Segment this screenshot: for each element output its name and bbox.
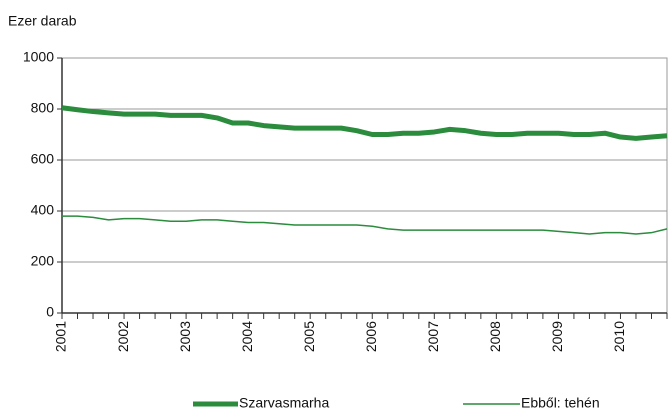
x-tick-label: 2004 (239, 321, 255, 352)
x-tick-label: 2007 (425, 321, 441, 352)
x-tick-label: 2009 (549, 321, 565, 352)
series-line (62, 215, 668, 235)
y-tick-label: 400 (31, 202, 55, 218)
plot-area (61, 57, 668, 314)
y-tick-label: 1000 (23, 49, 54, 65)
y-tick-label: 0 (46, 304, 54, 320)
x-tick-label: 2002 (115, 321, 131, 352)
x-tick-label: 2001 (53, 321, 69, 352)
y-tick-label: 600 (31, 151, 55, 167)
legend-label: Ebből: tehén (521, 395, 600, 411)
y-axis-label: Ezer darab (8, 13, 77, 29)
x-tick-label: 2010 (611, 321, 627, 352)
x-tick-label: 2008 (487, 321, 503, 352)
x-tick-label: 2006 (363, 321, 379, 352)
legend-label: Szarvasmarha (239, 395, 329, 411)
series-line (61, 105, 668, 141)
x-tick-label: 2005 (301, 321, 317, 352)
y-tick-label: 800 (31, 100, 55, 116)
y-tick-label: 200 (31, 253, 55, 269)
x-tick-label: 2003 (177, 321, 193, 352)
